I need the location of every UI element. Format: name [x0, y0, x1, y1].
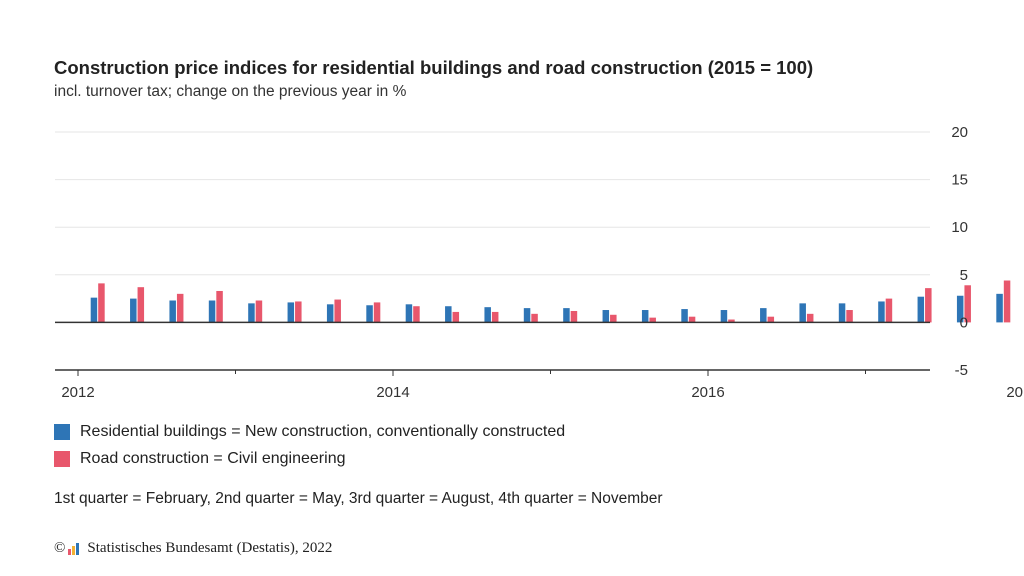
bar-road [1003, 280, 1011, 323]
quarter-note: 1st quarter = February, 2nd quarter = Ma… [54, 490, 663, 507]
gridlines [55, 131, 930, 276]
x-tick-label: 2016 [691, 384, 724, 401]
y-tick-label: 5 [960, 267, 968, 284]
bar-road [98, 283, 105, 323]
bar-residential [602, 310, 610, 323]
bar-residential [641, 310, 649, 323]
y-tick-label: 20 [951, 124, 968, 141]
x-tick-label: 2014 [376, 384, 409, 401]
y-tick-label: -5 [955, 362, 968, 379]
bar-residential [523, 308, 531, 323]
bar-residential [326, 304, 334, 323]
chart-subtitle: incl. turnover tax; change on the previo… [54, 83, 407, 100]
bar-residential [405, 304, 413, 323]
bar-road [925, 288, 932, 323]
bar-road [452, 311, 460, 323]
bar-road [806, 313, 814, 323]
bar-residential [760, 308, 767, 323]
bar-residential [484, 307, 491, 323]
copyright-symbol: © [54, 540, 66, 556]
bar-road [255, 300, 263, 323]
bar-residential [130, 298, 137, 323]
bar-road [728, 319, 735, 323]
destatis-logo-icon [68, 542, 82, 555]
bar-road [137, 287, 145, 323]
y-tick-label: 0 [960, 314, 968, 331]
bar-road [964, 285, 971, 323]
chart-title: Construction price indices for residenti… [54, 57, 814, 78]
bar-residential [838, 303, 846, 323]
bar-road [767, 316, 775, 323]
source-text: Statistisches Bundesamt (Destatis), 2022 [87, 540, 333, 556]
bar-residential [169, 300, 176, 323]
bar-residential [681, 309, 688, 323]
bar-road [846, 310, 853, 323]
bar-residential [878, 301, 885, 323]
legend-swatch-residential [54, 424, 70, 440]
y-tick-label: 15 [951, 172, 968, 189]
bars [90, 280, 1011, 323]
bar-road [373, 302, 381, 323]
bar-residential [956, 295, 964, 323]
x-tick-label: 2018 [1006, 384, 1024, 401]
bar-residential [287, 302, 295, 323]
legend-item-residential: Residential buildings = New construction… [54, 423, 565, 441]
bar-road [216, 290, 223, 323]
bar-road [885, 298, 893, 323]
y-tick-label: 10 [951, 219, 968, 236]
bar-road [531, 313, 538, 323]
bar-road [491, 311, 499, 323]
bar-road [334, 299, 341, 323]
bar-residential [445, 306, 452, 323]
legend-label-residential: Residential buildings = New construction… [80, 423, 566, 440]
bar-road [610, 314, 617, 323]
bar-road [295, 301, 302, 323]
bar-road [570, 310, 578, 323]
bar-residential [90, 297, 98, 323]
legend-label-road: Road construction = Civil engineering [80, 450, 346, 467]
bar-residential [799, 303, 806, 323]
bar-residential [563, 308, 570, 323]
bar-road [688, 316, 696, 323]
bar-road [649, 317, 656, 323]
bar-residential [248, 303, 255, 323]
bar-road [413, 306, 420, 323]
bar-residential [917, 296, 925, 323]
source-credit: © Statistisches Bundesamt (Destatis), 20… [54, 540, 332, 557]
bar-road [176, 293, 184, 323]
legend-swatch-road [54, 451, 70, 467]
bar-residential [720, 310, 728, 323]
bar-residential [208, 300, 216, 323]
bar-residential [366, 305, 373, 323]
legend-item-road: Road construction = Civil engineering [54, 450, 345, 468]
x-tick-label: 2012 [61, 384, 94, 401]
bar-residential [996, 293, 1003, 323]
